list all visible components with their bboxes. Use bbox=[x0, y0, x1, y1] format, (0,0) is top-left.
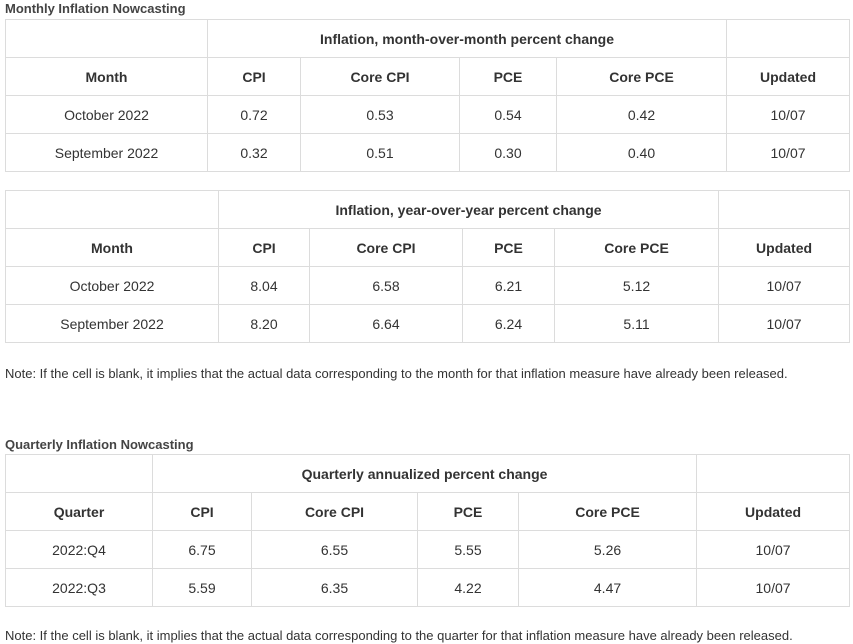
cell: 6.35 bbox=[251, 568, 418, 607]
column-header: Core CPI bbox=[251, 492, 418, 531]
note: Note: If the cell is blank, it implies t… bbox=[5, 628, 793, 643]
column-header: Core CPI bbox=[309, 228, 463, 267]
column-header: Quarter bbox=[5, 492, 153, 531]
empty-cell bbox=[726, 19, 851, 58]
column-header: Core PCE bbox=[555, 57, 728, 96]
data-row: September 2022 8.20 6.64 6.24 5.11 10/07 bbox=[5, 304, 851, 343]
data-row: September 2022 0.32 0.51 0.30 0.40 10/07 bbox=[5, 133, 851, 172]
cell: 2022:Q3 bbox=[5, 568, 153, 607]
data-row: 2022:Q4 6.75 6.55 5.55 5.26 10/07 bbox=[5, 530, 851, 569]
group-header-row: Inflation, year-over-year percent change bbox=[5, 190, 851, 229]
cell: September 2022 bbox=[5, 304, 219, 343]
cell: 10/07 bbox=[696, 530, 851, 569]
column-header: PCE bbox=[417, 492, 519, 531]
cell: 0.42 bbox=[555, 95, 728, 134]
cell: October 2022 bbox=[5, 95, 208, 134]
column-header: CPI bbox=[207, 57, 301, 96]
column-header: Core PCE bbox=[517, 492, 698, 531]
data-row: October 2022 0.72 0.53 0.54 0.42 10/07 bbox=[5, 95, 851, 134]
cell: 6.24 bbox=[462, 304, 555, 343]
column-header: Month bbox=[5, 57, 208, 96]
cell: 4.22 bbox=[417, 568, 519, 607]
cell: October 2022 bbox=[5, 266, 219, 305]
cell: 10/07 bbox=[718, 304, 851, 343]
cell: 6.21 bbox=[462, 266, 555, 305]
column-header: CPI bbox=[152, 492, 252, 531]
column-header-row: Month CPI Core CPI PCE Core PCE Updated bbox=[5, 57, 851, 96]
group-header: Inflation, year-over-year percent change bbox=[217, 190, 720, 229]
column-header-row: Month CPI Core CPI PCE Core PCE Updated bbox=[5, 228, 851, 267]
data-table: Quarterly annualized percent change Quart… bbox=[5, 454, 851, 607]
cell: 4.47 bbox=[517, 568, 698, 607]
column-header: Core PCE bbox=[553, 228, 720, 267]
data-table: Inflation, year-over-year percent change… bbox=[5, 190, 851, 343]
cell: 0.53 bbox=[300, 95, 460, 134]
cell: 6.55 bbox=[251, 530, 418, 569]
cell: 5.11 bbox=[553, 304, 720, 343]
empty-cell bbox=[5, 19, 208, 58]
note: Note: If the cell is blank, it implies t… bbox=[5, 366, 788, 381]
cell: 0.51 bbox=[300, 133, 460, 172]
cell: 0.40 bbox=[555, 133, 728, 172]
column-header: CPI bbox=[218, 228, 310, 267]
empty-cell bbox=[5, 454, 153, 493]
cell: 8.20 bbox=[218, 304, 310, 343]
column-header: Core CPI bbox=[300, 57, 460, 96]
cell: 10/07 bbox=[726, 133, 851, 172]
cell: 5.59 bbox=[152, 568, 252, 607]
column-header-row: Quarter CPI Core CPI PCE Core PCE Updated bbox=[5, 492, 851, 531]
cell: September 2022 bbox=[5, 133, 208, 172]
column-header: Updated bbox=[726, 57, 851, 96]
cell: 5.55 bbox=[417, 530, 519, 569]
cell: 5.26 bbox=[517, 530, 698, 569]
group-header-row: Quarterly annualized percent change bbox=[5, 454, 851, 493]
cell: 2022:Q4 bbox=[5, 530, 153, 569]
cell: 0.72 bbox=[207, 95, 301, 134]
section-title: Quarterly Inflation Nowcasting bbox=[5, 437, 194, 452]
empty-cell bbox=[718, 190, 851, 229]
cell: 5.12 bbox=[553, 266, 720, 305]
cell: 10/07 bbox=[718, 266, 851, 305]
data-row: 2022:Q3 5.59 6.35 4.22 4.47 10/07 bbox=[5, 568, 851, 607]
cell: 6.75 bbox=[152, 530, 252, 569]
group-header: Quarterly annualized percent change bbox=[151, 454, 698, 493]
column-header: Month bbox=[5, 228, 219, 267]
cell: 10/07 bbox=[726, 95, 851, 134]
cell: 0.32 bbox=[207, 133, 301, 172]
column-header: Updated bbox=[718, 228, 851, 267]
cell: 0.30 bbox=[459, 133, 557, 172]
group-header: Inflation, month-over-month percent chan… bbox=[206, 19, 728, 58]
cell: 6.58 bbox=[309, 266, 463, 305]
data-row: October 2022 8.04 6.58 6.21 5.12 10/07 bbox=[5, 266, 851, 305]
section-title: Monthly Inflation Nowcasting bbox=[5, 1, 186, 16]
column-header: PCE bbox=[459, 57, 557, 96]
column-header: PCE bbox=[462, 228, 555, 267]
empty-cell bbox=[696, 454, 851, 493]
group-header-row: Inflation, month-over-month percent chan… bbox=[5, 19, 851, 58]
cell: 8.04 bbox=[218, 266, 310, 305]
column-header: Updated bbox=[696, 492, 851, 531]
empty-cell bbox=[5, 190, 219, 229]
data-table: Inflation, month-over-month percent chan… bbox=[5, 19, 851, 172]
cell: 10/07 bbox=[696, 568, 851, 607]
cell: 6.64 bbox=[309, 304, 463, 343]
cell: 0.54 bbox=[459, 95, 557, 134]
